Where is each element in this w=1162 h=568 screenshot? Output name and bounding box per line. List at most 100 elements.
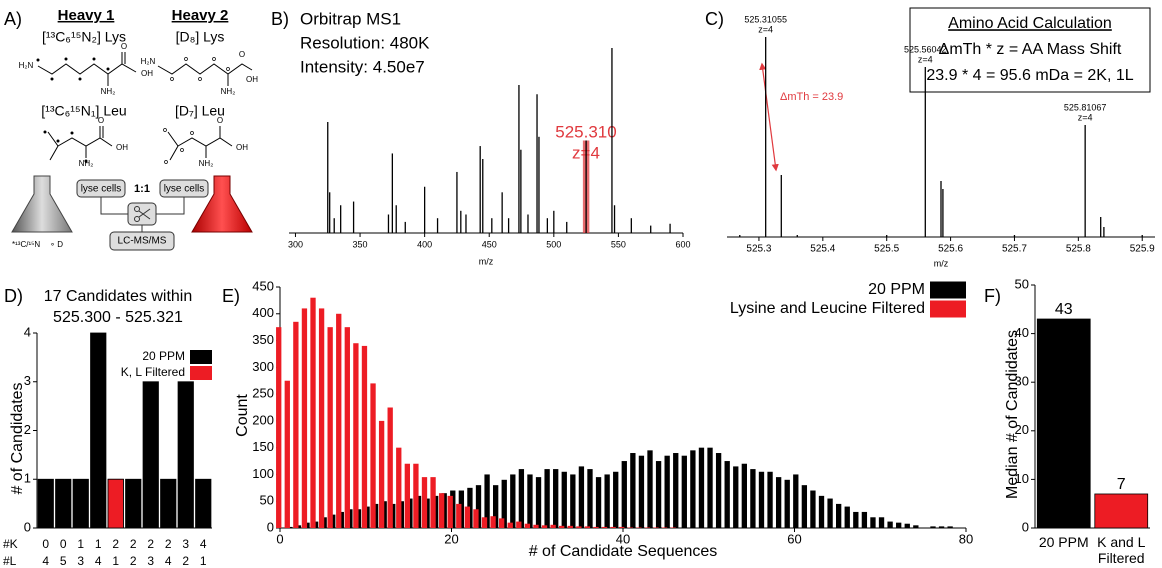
bar <box>681 455 687 528</box>
row-value: 4 <box>95 554 102 568</box>
legend-swatch <box>930 300 966 318</box>
bar <box>627 527 633 528</box>
y-tick-label: 100 <box>252 466 274 481</box>
bar <box>490 516 496 528</box>
bar <box>456 503 462 528</box>
flask <box>11 175 73 233</box>
bar <box>670 527 676 528</box>
bar <box>142 381 159 529</box>
bar <box>938 526 945 528</box>
bar <box>1036 318 1091 529</box>
bar <box>610 526 616 528</box>
bar <box>947 526 953 528</box>
isotope-label: [D₈] Lys <box>176 29 225 45</box>
y-tick-label: 250 <box>252 386 274 401</box>
step-label: lyse cells <box>81 184 122 195</box>
highlight-label: 525.310 <box>555 122 616 141</box>
x-axis-label: # of Candidate Sequences <box>529 543 718 560</box>
chart-title: 17 Candidates within <box>44 288 193 305</box>
bar <box>698 447 705 528</box>
deuterium-marks <box>163 57 230 164</box>
atom: O <box>239 50 245 59</box>
bar <box>861 511 868 528</box>
bar <box>177 381 194 529</box>
atom: H₂N <box>19 61 34 70</box>
bar <box>55 478 72 529</box>
bar <box>653 527 659 528</box>
bar <box>378 420 385 528</box>
x-tick-label: 300 <box>288 239 303 249</box>
chart-title: Resolution: 480K <box>300 33 430 52</box>
x-tick-label: 525.9 <box>1130 244 1155 255</box>
bar <box>844 506 850 528</box>
atom: O <box>98 116 104 125</box>
y-tick-label: 20 <box>1015 422 1029 437</box>
heavy-marks <box>36 57 110 163</box>
bar <box>125 478 142 529</box>
bar <box>878 517 885 528</box>
bar <box>533 524 539 528</box>
row-value: 3 <box>77 554 84 568</box>
bar <box>896 522 902 528</box>
bar <box>561 471 567 528</box>
row-value: 1 <box>112 554 119 568</box>
row-value: 2 <box>147 537 154 551</box>
y-tick-label: 350 <box>252 332 274 347</box>
y-tick-label: 450 <box>252 278 274 293</box>
bar <box>527 474 533 528</box>
bar <box>344 327 350 528</box>
calc-box <box>909 7 1151 93</box>
peak-charge: z=4 <box>758 24 773 34</box>
bar <box>72 478 89 529</box>
y-tick-label: 50 <box>260 493 274 508</box>
bar <box>516 521 522 528</box>
x-tick-label: K and L Filtered <box>1097 534 1146 566</box>
bar <box>595 477 602 528</box>
bar <box>353 343 359 528</box>
flask <box>191 175 253 233</box>
bar <box>604 474 610 528</box>
bar <box>90 332 107 529</box>
bar <box>447 495 453 528</box>
x-tick-label: 20 <box>444 531 458 546</box>
bar <box>310 297 316 528</box>
bar <box>387 407 393 528</box>
x-tick-label: 600 <box>675 239 690 249</box>
y-tick-label: 50 <box>1015 276 1029 291</box>
bar <box>475 485 482 528</box>
atom-labels: H₂N O OH NH₂ H₂N O OH NH₂ O OH NH₂ O OH … <box>19 42 259 168</box>
isotope-label: [¹³C₆¹⁵N₂] Lys <box>42 29 126 45</box>
step-label: lyse cells <box>164 184 205 195</box>
bar <box>587 469 593 528</box>
row-value: 3 <box>182 537 189 551</box>
bar <box>544 469 550 528</box>
bar <box>404 463 410 528</box>
peak-charge: z=4 <box>918 54 933 64</box>
row-value: 3 <box>147 554 154 568</box>
bar <box>793 474 799 528</box>
bar <box>576 526 582 528</box>
bar <box>601 526 608 528</box>
bar <box>733 466 739 528</box>
legend-label: Lysine and Leucine Filtered <box>730 300 925 317</box>
isotope-label: [¹³C₆¹⁵N₁] Leu <box>41 103 126 119</box>
bar <box>638 455 645 528</box>
peak-charge: z=4 <box>1078 112 1093 122</box>
bar <box>887 521 893 528</box>
legend-label: K, L Filtered <box>121 365 185 379</box>
x-axis-label: m/z <box>934 258 949 268</box>
bar <box>567 525 573 528</box>
header: Heavy 2 <box>172 7 229 24</box>
bar <box>810 490 816 528</box>
row-label: #L <box>3 554 17 568</box>
row-value: 4 <box>42 554 49 568</box>
y-tick-label: 10 <box>1015 471 1029 486</box>
legend-label: ∘ D <box>50 240 63 249</box>
x-tick-label: 80 <box>959 531 973 546</box>
chart-title: Intensity: 4.50e7 <box>300 57 425 76</box>
bar <box>853 511 859 528</box>
bar <box>37 478 54 529</box>
x-tick-label: 450 <box>482 239 497 249</box>
bar <box>818 495 825 528</box>
bar <box>464 506 471 528</box>
